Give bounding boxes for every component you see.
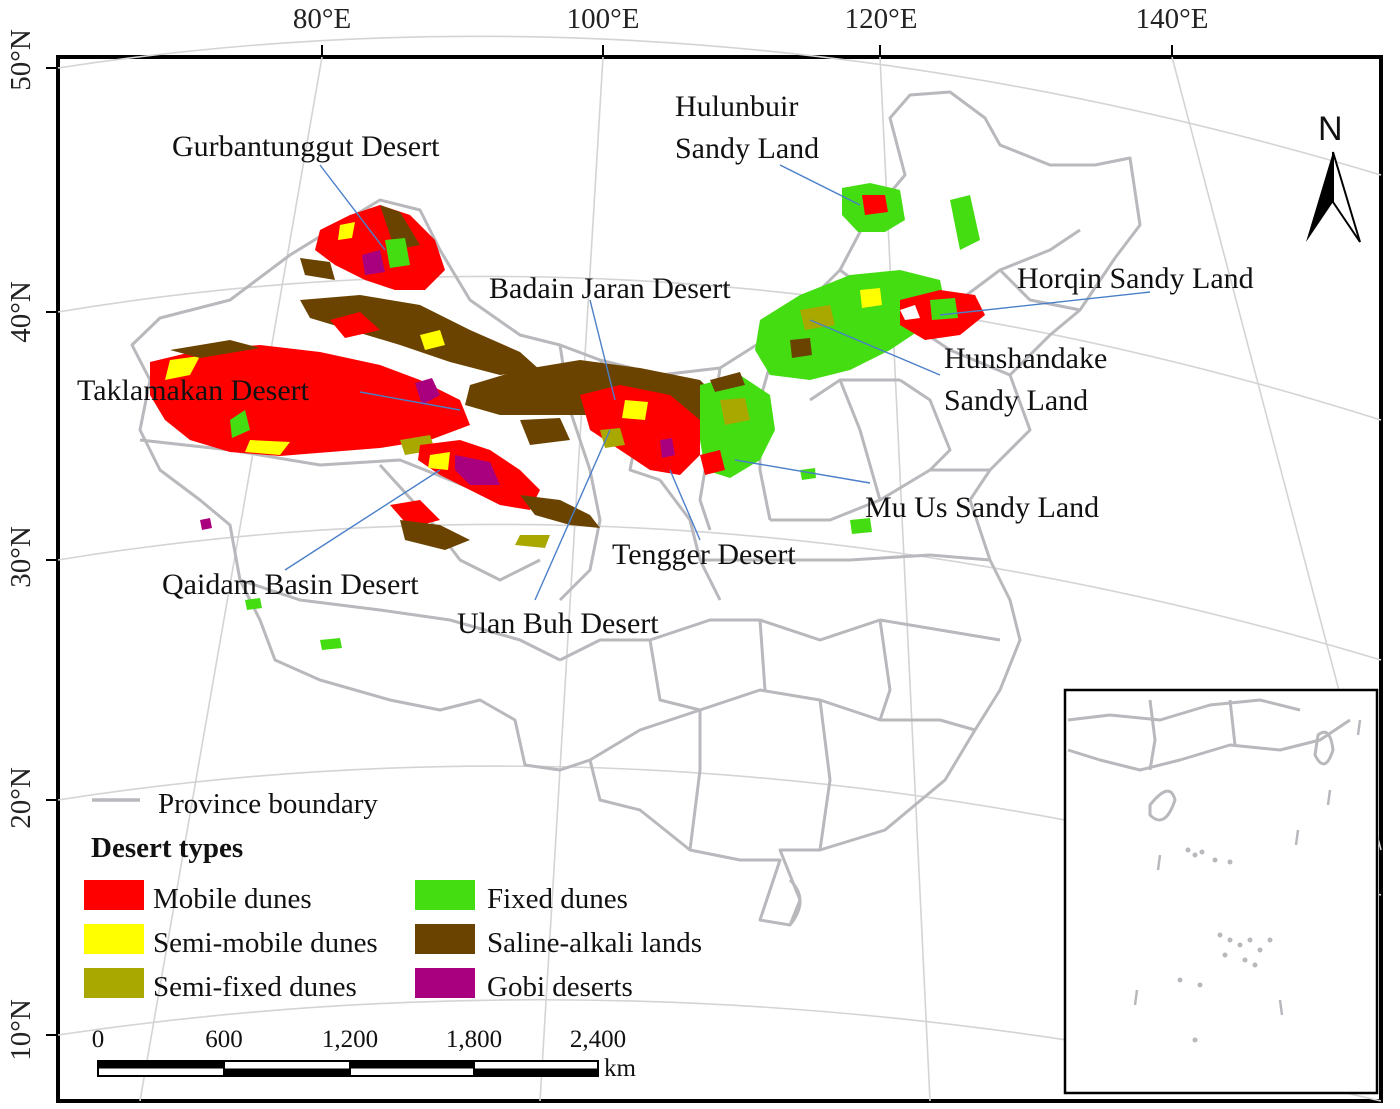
desert-label-line: Hunshandake [944, 342, 1107, 375]
lon-tick: 120°E [845, 3, 918, 35]
desert-label-line: Sandy Land [944, 384, 1088, 417]
desert-label-line: Tengger Desert [612, 538, 796, 571]
desert-label: Ulan Buh Desert [457, 607, 659, 640]
lat-tick: 30°N [5, 526, 37, 588]
legend-label: Gobi deserts [487, 971, 633, 1003]
legend-label: Saline-alkali lands [487, 927, 702, 959]
desert-label: Qaidam Basin Desert [162, 568, 419, 601]
scale-label: 2,400 [570, 1026, 626, 1053]
legend-swatch-semi-fixed [84, 968, 144, 998]
legend-swatch-fixed [415, 880, 475, 910]
desert-label: Hulunbuir Sandy Land [675, 90, 819, 165]
scale-bar: 0 600 1,200 1,800 2,400 km [92, 1026, 637, 1082]
desert-patches [150, 183, 985, 650]
legend-swatch-saline [415, 924, 475, 954]
legend-label: Semi-fixed dunes [153, 971, 357, 1003]
legend-swatch-semi-mobile [84, 924, 144, 954]
desert-label: Badain Jaran Desert [489, 272, 731, 305]
desert-label-line: Taklamakan Desert [77, 374, 310, 407]
desert-label: Mu Us Sandy Land [865, 491, 1099, 524]
lon-tick: 80°E [293, 3, 351, 35]
scale-label: 600 [205, 1026, 243, 1053]
desert-label-line: Hulunbuir [675, 90, 798, 123]
latitude-ticks: 50°N 40°N 30°N 20°N 10°N [5, 29, 58, 1061]
desert-label-line: Mu Us Sandy Land [865, 491, 1099, 524]
lon-tick: 140°E [1136, 3, 1209, 35]
south-china-sea-inset [1063, 688, 1379, 1095]
north-label: N [1318, 110, 1343, 148]
scale-label: 1,800 [446, 1026, 502, 1053]
desert-label-line: Qaidam Basin Desert [162, 568, 419, 601]
lon-tick: 100°E [567, 3, 640, 35]
desert-label-line: Sandy Land [675, 132, 819, 165]
desert-label-line: Horqin Sandy Land [1017, 262, 1254, 295]
lat-tick: 10°N [5, 999, 37, 1061]
north-arrow: N [1306, 110, 1361, 243]
legend-label: Semi-mobile dunes [153, 927, 378, 959]
lat-tick: 40°N [5, 281, 37, 343]
desert-labels: Gurbantunggut Desert Hulunbuir Sandy Land… [77, 90, 1254, 640]
scale-unit: km [604, 1055, 637, 1082]
scale-label: 1,200 [322, 1026, 378, 1053]
desert-label: Taklamakan Desert [77, 374, 310, 407]
legend-label: Fixed dunes [487, 883, 628, 915]
lat-tick: 20°N [5, 767, 37, 829]
legend-label: Mobile dunes [153, 883, 312, 915]
legend-title: Desert types [91, 832, 243, 864]
desert-label: Hunshandake Sandy Land [944, 342, 1107, 417]
desert-label-line: Gurbantunggut Desert [172, 130, 440, 163]
graticule [57, 35, 1382, 1102]
desert-label: Gurbantunggut Desert [172, 130, 440, 163]
legend: Province boundary Desert types Mobile du… [84, 788, 702, 1003]
taklamakan-patch [150, 345, 470, 456]
scale-label: 0 [92, 1026, 105, 1053]
north-arrow-icon [1306, 152, 1333, 242]
desert-label: Tengger Desert [612, 538, 796, 571]
legend-swatch-mobile [84, 880, 144, 910]
lat-tick: 50°N [5, 29, 37, 91]
desert-label-line: Ulan Buh Desert [457, 607, 659, 640]
leader-lines [284, 164, 1151, 601]
desert-label-line: Badain Jaran Desert [489, 272, 731, 305]
desert-label: Horqin Sandy Land [1017, 262, 1254, 295]
longitude-ticks: 80°E 100°E 120°E 140°E [293, 3, 1209, 57]
boundary-label: Province boundary [158, 788, 378, 820]
legend-swatch-gobi [415, 968, 475, 998]
